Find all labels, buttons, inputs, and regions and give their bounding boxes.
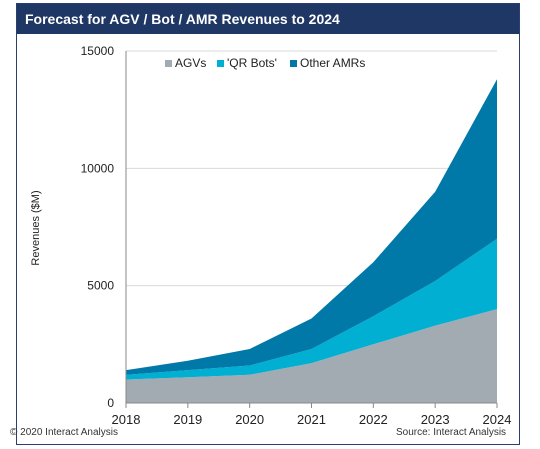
y-tick-label: 0 [107, 396, 114, 410]
x-tick-label: 2022 [359, 412, 388, 427]
y-tick-label: 15000 [81, 44, 115, 58]
x-tick-label: 2019 [173, 412, 202, 427]
legend-swatch [290, 60, 297, 67]
x-tick-labels: 2018 2019 2020 2021 2022 2023 2024 [112, 403, 512, 427]
source-text: Source: Interact Analysis [396, 427, 507, 438]
legend-swatch [217, 60, 224, 67]
copyright-text: © 2020 Interact Analysis [10, 427, 118, 438]
legend-label: Other AMRs [300, 56, 365, 70]
x-tick-label: 2024 [483, 412, 512, 427]
y-axis-label: Revenues ($M) [30, 190, 42, 265]
area-series-agvs [126, 309, 497, 403]
x-tick-label: 2018 [112, 412, 141, 427]
y-tick-label: 10000 [81, 161, 115, 175]
title-bar: Forecast for AGV / Bot / AMR Revenues to… [17, 4, 519, 34]
area-series-qr-bots [126, 238, 497, 380]
legend: AGVs 'QR Bots' Other AMRs [165, 56, 365, 70]
x-tick-label: 2021 [297, 412, 326, 427]
x-tick-label: 2023 [421, 412, 450, 427]
y-tick-labels: 0 5000 10000 15000 [81, 44, 115, 410]
stacked-areas [126, 79, 497, 403]
legend-swatch [165, 60, 172, 67]
area-series-other-amrs [126, 79, 497, 375]
legend-label: 'QR Bots' [227, 56, 277, 70]
x-tick-label: 2020 [235, 412, 264, 427]
legend-label: AGVs [175, 56, 206, 70]
chart-title: Forecast for AGV / Bot / AMR Revenues to… [25, 11, 340, 27]
y-tick-label: 5000 [87, 279, 114, 293]
